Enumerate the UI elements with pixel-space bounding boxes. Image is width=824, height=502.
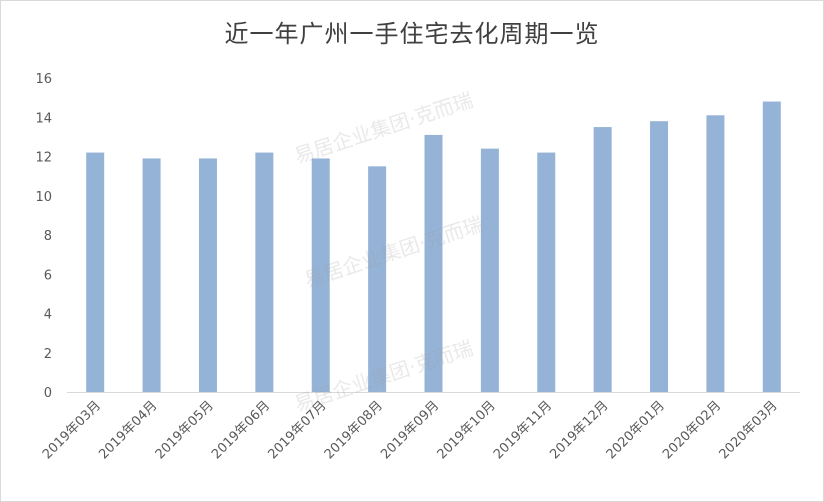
y-axis-ticks: 0 2 4 6 8 10 12 14 16 — [35, 72, 52, 401]
x-tick-label: 2019年09月 — [378, 398, 442, 462]
y-tick-label: 2 — [44, 347, 52, 362]
x-tick-label: 2019年08月 — [322, 398, 386, 462]
y-tick-label: 6 — [44, 268, 52, 283]
bars — [86, 101, 781, 393]
x-tick-label: 2020年01月 — [604, 398, 668, 462]
x-tick-label: 2020年03月 — [717, 398, 781, 462]
bar — [368, 166, 387, 392]
x-tick-label: 2019年11月 — [491, 398, 555, 462]
x-tick-label: 2019年12月 — [547, 398, 611, 462]
y-tick-label: 16 — [35, 72, 52, 87]
bar — [537, 152, 556, 392]
x-tick-label: 2019年06月 — [209, 398, 273, 462]
x-axis-ticks: 2019年03月2019年04月2019年05月2019年06月2019年07月… — [40, 398, 781, 462]
bar — [762, 101, 781, 393]
bar — [424, 134, 443, 392]
x-tick-label: 2019年05月 — [153, 398, 217, 462]
x-tick-label: 2019年03月 — [40, 398, 104, 462]
bar — [198, 158, 217, 392]
bar — [142, 158, 161, 392]
chart-title: 近一年广州一手住宅去化周期一览 — [224, 20, 600, 48]
y-tick-label: 14 — [35, 111, 52, 126]
x-tick-label: 2019年10月 — [435, 398, 499, 462]
bar — [86, 152, 105, 392]
y-tick-label: 12 — [35, 151, 52, 166]
x-tick-label: 2020年02月 — [660, 398, 724, 462]
bar — [650, 121, 669, 393]
bar — [480, 148, 499, 392]
x-tick-label: 2019年04月 — [96, 398, 160, 462]
bar — [593, 127, 612, 392]
y-tick-label: 10 — [35, 190, 52, 205]
bar — [255, 152, 274, 392]
y-tick-label: 0 — [44, 386, 52, 401]
y-tick-label: 4 — [44, 308, 52, 323]
y-tick-label: 8 — [44, 229, 52, 244]
bar — [311, 158, 330, 392]
bar — [706, 115, 725, 392]
